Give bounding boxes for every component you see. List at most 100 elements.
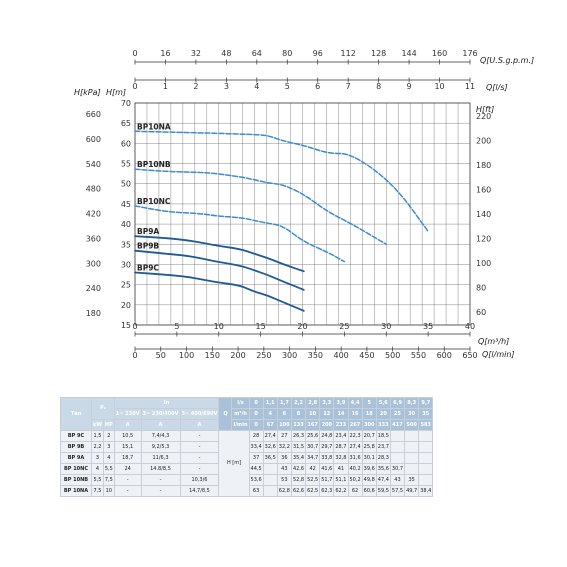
- grid: [134, 59, 471, 352]
- ft-tick-label: 140: [476, 210, 491, 219]
- usgpm-tick-label: 16: [160, 49, 170, 58]
- m3h-tick-label: 10: [214, 322, 224, 331]
- row-head-value: 62: [347, 485, 363, 497]
- pump-performance-chart: Q[U.S.g.p.m.] Q[l/s] Q[m³/h] Q[l/min] H[…: [74, 49, 534, 360]
- row-head-value: [404, 430, 420, 442]
- q-lmin-value: 333: [375, 419, 391, 431]
- q-ls-value: 1,7: [276, 397, 292, 409]
- row-head-value: 24,8: [319, 430, 335, 442]
- curve-label-bp10nc: BP10NC: [137, 197, 171, 206]
- row-head-value: 51,7: [319, 474, 335, 486]
- lmin-tick-label: 0: [132, 351, 137, 360]
- m-tick-label: 60: [121, 139, 131, 148]
- row-head-value: 37: [248, 452, 264, 464]
- row-head-value: 36,5: [262, 452, 278, 464]
- row-head-value: 29,7: [319, 441, 335, 453]
- row-head-value: [262, 463, 278, 475]
- row-hp: 10: [102, 485, 115, 497]
- header-kw: kW: [91, 419, 104, 431]
- row-kw: 1,5: [91, 430, 104, 442]
- q-lmin-value: 200: [319, 419, 335, 431]
- m-tick-label: 25: [121, 281, 131, 290]
- lmin-tick-label: 400: [334, 351, 349, 360]
- row-head-value: 51,1: [333, 474, 349, 486]
- row-head-value: 30,7: [305, 441, 321, 453]
- row-head-value: 52,8: [290, 474, 307, 486]
- row-head-value: 42: [305, 463, 321, 475]
- header-a3: A: [179, 419, 220, 431]
- row-kw: 3: [91, 452, 104, 464]
- row-head-value: 41: [333, 463, 349, 475]
- m-tick-label: 55: [121, 160, 131, 169]
- ft-tick-label: 160: [476, 186, 491, 195]
- ft-tick-label: 100: [476, 259, 491, 268]
- header-voltage-1: 1~ 230V: [113, 408, 142, 420]
- row-head-value: 35,4: [290, 452, 307, 464]
- m-tick-label: 70: [121, 99, 131, 108]
- ls-tick-label: 2: [193, 82, 198, 91]
- row-head-value: 32,6: [262, 441, 278, 453]
- row-a2: -: [140, 474, 181, 486]
- lmin-tick-label: 250: [256, 351, 271, 360]
- row-a2: 7,4/4,3: [140, 430, 181, 442]
- q-ls-value: 3,3: [319, 397, 335, 409]
- curve-label-bp9c: BP9C: [137, 264, 159, 273]
- curve-label-bp10na: BP10NA: [137, 122, 171, 131]
- m-tick-label: 45: [121, 200, 131, 209]
- q-m3h-value: 8: [290, 408, 307, 420]
- lmin-tick-label: 100: [179, 351, 194, 360]
- row-head-value: [262, 485, 278, 497]
- header-hp: HP: [102, 419, 115, 431]
- row-head-value: 62,2: [333, 485, 349, 497]
- row-head-value: 40,2: [347, 463, 363, 475]
- row-head-value: [418, 430, 434, 442]
- row-hp: 7,5: [102, 474, 115, 486]
- row-head-value: 27,4: [262, 430, 278, 442]
- row-head-value: 32,2: [276, 441, 292, 453]
- row-hp: 2: [102, 430, 115, 442]
- ft-tick-label: 200: [476, 137, 491, 146]
- row-head-value: 31,5: [290, 441, 307, 453]
- q-m3h-value: 20: [375, 408, 391, 420]
- q-lmin-value: 583: [418, 419, 434, 431]
- row-head-value: 44,5: [248, 463, 264, 475]
- q-lmin-value: 500: [404, 419, 420, 431]
- curve-bp9b: [134, 249, 305, 291]
- lmin-tick-label: 150: [205, 351, 220, 360]
- header-ls: l/s: [231, 397, 250, 409]
- row-a3: 14,7/8,5: [179, 485, 220, 497]
- q-m3h-value: 25: [389, 408, 406, 420]
- q-ls-value: 3,9: [333, 397, 349, 409]
- kpa-tick-label: 480: [86, 185, 101, 194]
- q-ls-value: 1,1: [262, 397, 278, 409]
- row-head-value: 27: [276, 430, 292, 442]
- lmin-tick-label: 650: [462, 351, 477, 360]
- kpa-axis-label: H[kPa]: [74, 88, 101, 97]
- ft-tick-label: 80: [476, 284, 486, 293]
- row-head-value: 42,6: [290, 463, 307, 475]
- q-lmin-value: 167: [305, 419, 321, 431]
- row-head-value: 33,4: [248, 441, 264, 453]
- m3h-tick-label: 15: [256, 322, 266, 331]
- row-head-value: 50,2: [347, 474, 363, 486]
- m-tick-label: 30: [121, 260, 131, 269]
- curve-label-bp9b: BP9B: [137, 242, 159, 251]
- q-ls-value: 5: [361, 397, 377, 409]
- row-a1: 24: [113, 463, 142, 475]
- ls-tick-label: 6: [315, 82, 320, 91]
- row-head-value: [389, 441, 406, 453]
- row-head-value: 34,7: [305, 452, 321, 464]
- row-a3: -: [179, 441, 220, 453]
- row-head-value: 20,7: [361, 430, 377, 442]
- m3h-tick-label: 5: [174, 322, 179, 331]
- q-m3h-value: 16: [347, 408, 363, 420]
- q-m3h-value: 10: [305, 408, 321, 420]
- row-head-value: 25,6: [305, 430, 321, 442]
- row-a3: -: [179, 452, 220, 464]
- m-tick-label: 20: [121, 301, 131, 310]
- row-head-value: [404, 441, 420, 453]
- ls-tick-label: 4: [254, 82, 259, 91]
- row-head-value: 35,6: [375, 463, 391, 475]
